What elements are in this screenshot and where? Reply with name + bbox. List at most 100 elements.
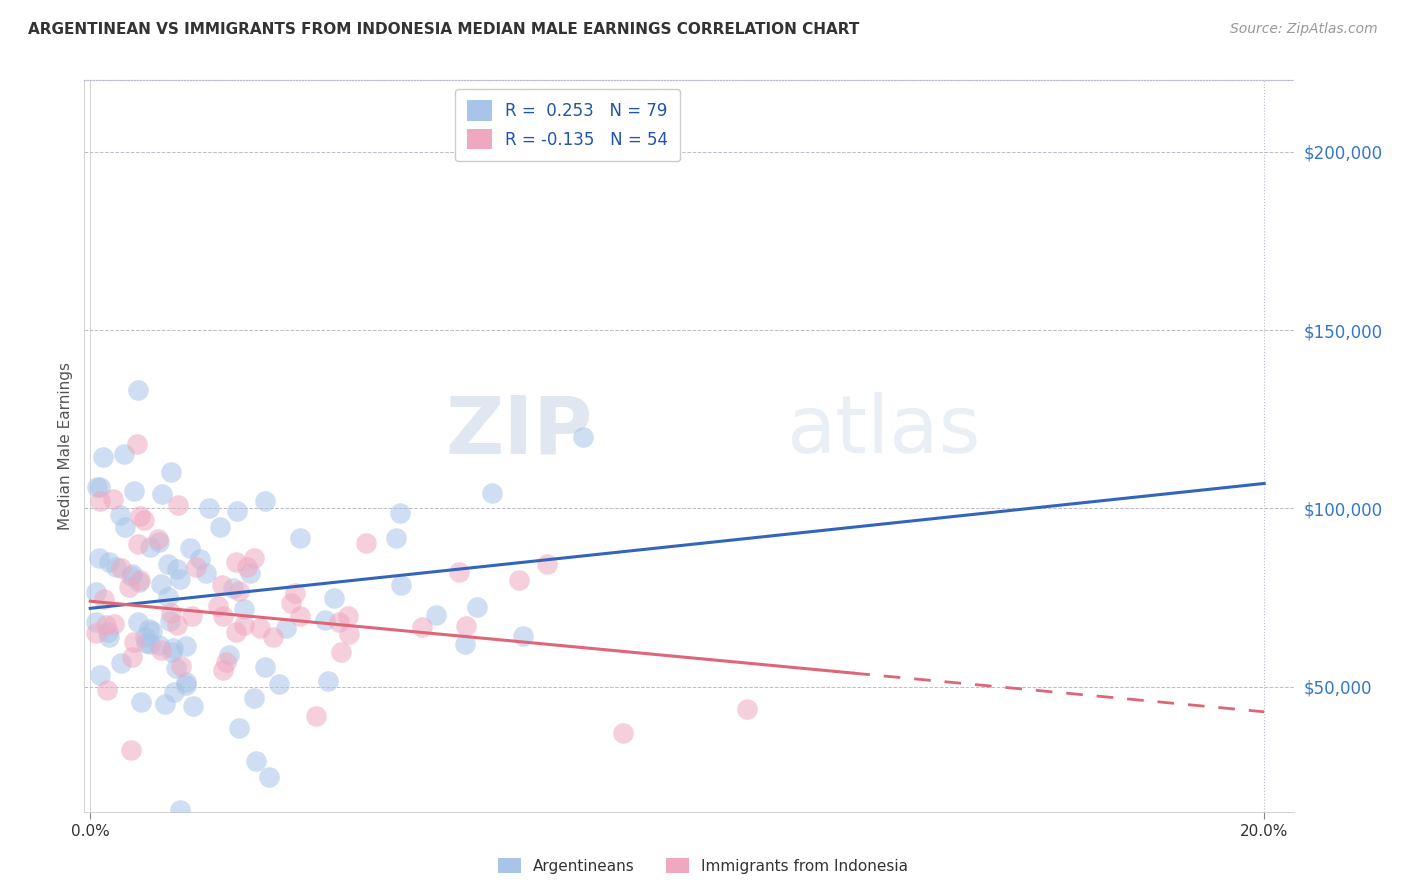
Point <box>89 480 111 494</box>
Point <box>141 624 163 639</box>
Point <box>170 659 193 673</box>
Point <box>97 555 120 569</box>
Point <box>129 695 152 709</box>
Point <box>254 493 277 508</box>
Point <box>87 550 110 565</box>
Point <box>103 617 125 632</box>
Point <box>197 501 219 516</box>
Text: ZIP: ZIP <box>444 392 592 470</box>
Point <box>160 607 183 621</box>
Point <box>212 663 235 677</box>
Point <box>162 640 184 655</box>
Point <box>118 580 141 594</box>
Point <box>156 558 179 572</box>
Point <box>447 565 470 579</box>
Point <box>467 600 489 615</box>
Point <box>228 721 250 735</box>
Point <box>128 574 150 589</box>
Point <box>269 677 291 691</box>
Point <box>188 552 211 566</box>
Point <box>735 701 758 715</box>
Point <box>120 569 142 583</box>
Point <box>222 581 245 595</box>
Point <box>174 674 197 689</box>
Point <box>236 560 259 574</box>
Point <box>225 624 247 639</box>
Legend: Argentineans, Immigrants from Indonesia: Argentineans, Immigrants from Indonesia <box>492 852 914 880</box>
Point <box>322 591 344 605</box>
Point <box>274 621 297 635</box>
Point <box>150 576 173 591</box>
Point <box>139 541 162 555</box>
Point <box>454 637 477 651</box>
Point <box>110 561 132 575</box>
Point <box>89 494 111 508</box>
Point <box>122 483 145 498</box>
Point <box>354 535 377 549</box>
Point <box>138 623 160 637</box>
Point <box>134 630 156 644</box>
Point <box>508 573 530 587</box>
Point <box>121 650 143 665</box>
Point <box>96 682 118 697</box>
Point <box>215 655 238 669</box>
Point <box>174 678 197 692</box>
Point <box>411 620 433 634</box>
Point <box>389 577 412 591</box>
Point <box>512 629 534 643</box>
Text: ARGENTINEAN VS IMMIGRANTS FROM INDONESIA MEDIAN MALE EARNINGS CORRELATION CHART: ARGENTINEAN VS IMMIGRANTS FROM INDONESIA… <box>28 22 859 37</box>
Point <box>536 558 558 572</box>
Point <box>228 583 250 598</box>
Point <box>243 551 266 566</box>
Point <box>329 645 352 659</box>
Point <box>385 531 408 545</box>
Point <box>481 486 503 500</box>
Point <box>112 447 135 461</box>
Point <box>225 555 247 569</box>
Point <box>249 621 271 635</box>
Point <box>195 566 218 580</box>
Point <box>84 585 107 599</box>
Point <box>104 560 127 574</box>
Point <box>179 541 201 556</box>
Point <box>169 572 191 586</box>
Point <box>284 586 307 600</box>
Point <box>167 498 190 512</box>
Point <box>127 437 149 451</box>
Point <box>337 627 360 641</box>
Point <box>121 567 143 582</box>
Point <box>86 480 108 494</box>
Point <box>211 578 233 592</box>
Point <box>135 636 157 650</box>
Point <box>84 626 107 640</box>
Point <box>153 697 176 711</box>
Point <box>290 532 312 546</box>
Point <box>108 508 131 522</box>
Point <box>84 615 107 629</box>
Point <box>226 504 249 518</box>
Point <box>98 631 121 645</box>
Point <box>127 383 149 397</box>
Point <box>259 770 281 784</box>
Point <box>305 708 328 723</box>
Point <box>120 743 142 757</box>
Point <box>328 615 350 630</box>
Point <box>91 450 114 465</box>
Point <box>160 645 183 659</box>
Point <box>103 492 125 507</box>
Point <box>150 487 173 501</box>
Point <box>97 624 120 639</box>
Point <box>127 615 149 629</box>
Point <box>148 639 170 653</box>
Point <box>209 519 232 533</box>
Point <box>139 637 162 651</box>
Point <box>239 566 262 580</box>
Point <box>114 520 136 534</box>
Text: Source: ZipAtlas.com: Source: ZipAtlas.com <box>1230 22 1378 37</box>
Point <box>149 643 172 657</box>
Point <box>280 597 302 611</box>
Point <box>122 635 145 649</box>
Point <box>129 509 152 524</box>
Point <box>166 618 188 632</box>
Point <box>454 619 477 633</box>
